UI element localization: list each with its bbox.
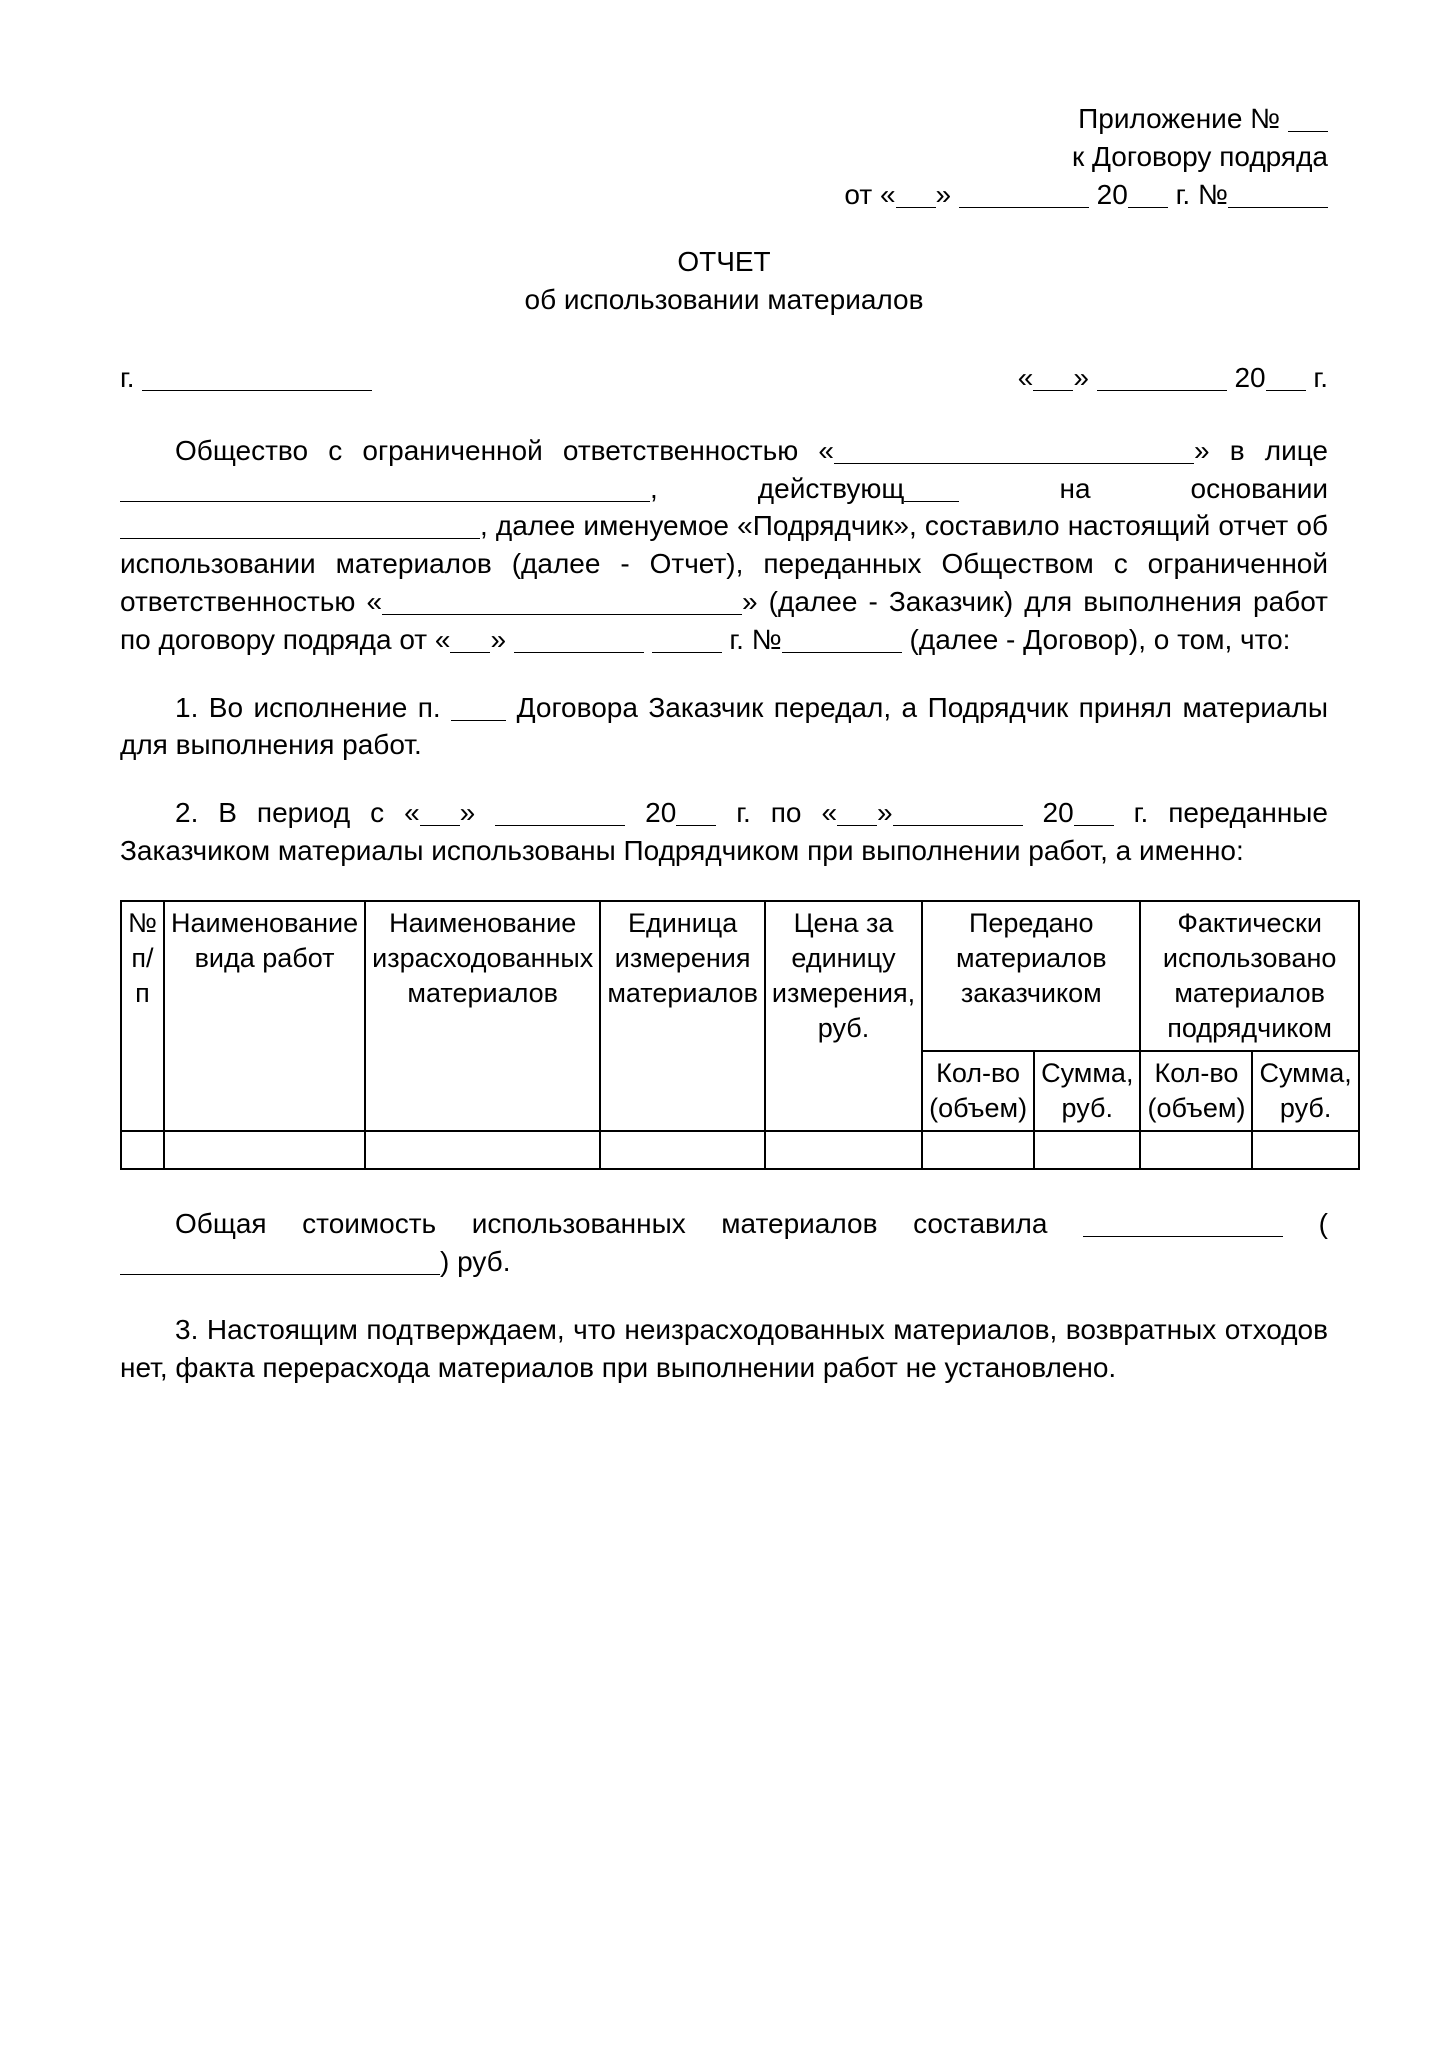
year-blank[interactable] <box>652 652 722 653</box>
total-words-blank[interactable] <box>120 1274 440 1275</box>
contractor-name-blank[interactable] <box>834 463 1194 464</box>
text: (далее - Договор), о том, что: <box>902 624 1291 655</box>
city-prefix: г. <box>120 362 142 393</box>
year-blank[interactable] <box>1266 390 1306 391</box>
contract-ref-line: к Договору подряда <box>120 138 1328 176</box>
text: « <box>1018 362 1034 393</box>
cell[interactable] <box>1034 1131 1140 1169</box>
appendix-header: Приложение № к Договору подряда от « » 20… <box>120 100 1328 213</box>
document-title: ОТЧЕТ об использовании материалов <box>120 243 1328 319</box>
table-header-row-1: № п/п Наименование вида работ Наименован… <box>121 901 1359 1051</box>
col-transferred-qty: Кол-во (объем) <box>922 1051 1034 1131</box>
cell[interactable] <box>365 1131 600 1169</box>
text: 20 <box>625 797 676 828</box>
text: г. <box>1306 362 1328 393</box>
appendix-number-blank[interactable] <box>1288 131 1328 132</box>
place-date-line: г. « » 20 г. <box>120 359 1328 397</box>
clause-3: 3. Настоящим подтверждаем, что неизрасхо… <box>120 1311 1328 1387</box>
text: 20 <box>1089 179 1128 210</box>
clause-1: 1. Во исполнение п. Договора Заказчик пе… <box>120 689 1328 765</box>
day-blank[interactable] <box>450 652 490 653</box>
to-month-blank[interactable] <box>893 825 1023 826</box>
text: » <box>1073 362 1096 393</box>
preamble-paragraph: Общество с ограниченной ответственностью… <box>120 432 1328 659</box>
representative-blank[interactable] <box>120 501 650 502</box>
cell[interactable] <box>121 1131 164 1169</box>
col-used: Фактически использовано материалов подря… <box>1140 901 1358 1051</box>
text: г. № <box>722 624 782 655</box>
year-blank[interactable] <box>1128 207 1168 208</box>
text: 1. Во исполнение п. <box>175 692 451 723</box>
col-unit: Единица измерения материалов <box>600 901 765 1132</box>
col-transferred: Передано материалов заказчиком <box>922 901 1140 1051</box>
title-main: ОТЧЕТ <box>120 243 1328 281</box>
text: от « <box>844 179 895 210</box>
clause-number-blank[interactable] <box>451 720 506 721</box>
text: ( <box>1283 1208 1328 1239</box>
text: , действующ <box>650 473 904 504</box>
text: » в лице <box>1194 435 1328 466</box>
col-number: № п/п <box>121 901 164 1132</box>
from-day-blank[interactable] <box>420 825 460 826</box>
number-blank[interactable] <box>782 652 902 653</box>
cell[interactable] <box>164 1131 365 1169</box>
customer-name-blank[interactable] <box>382 614 742 615</box>
from-year-blank[interactable] <box>676 825 716 826</box>
text: на основании <box>959 473 1328 504</box>
to-year-blank[interactable] <box>1074 825 1114 826</box>
col-used-sum: Сумма, руб. <box>1252 1051 1358 1131</box>
cell[interactable] <box>600 1131 765 1169</box>
col-price: Цена за единицу измерения, руб. <box>765 901 922 1132</box>
table-row <box>121 1131 1359 1169</box>
text: 20 <box>1023 797 1074 828</box>
text: » <box>936 179 959 210</box>
text: ) руб. <box>440 1246 511 1277</box>
text: Общество с ограниченной ответственностью… <box>175 435 834 466</box>
cell[interactable] <box>1140 1131 1252 1169</box>
from-month-blank[interactable] <box>495 825 625 826</box>
contract-date-line: от « » 20 г. № <box>120 176 1328 214</box>
month-blank[interactable] <box>1097 390 1227 391</box>
place-field: г. <box>120 359 372 397</box>
text: 20 <box>1227 362 1266 393</box>
text: г. по « <box>716 797 837 828</box>
title-sub: об использовании материалов <box>120 281 1328 319</box>
col-transferred-sum: Сумма, руб. <box>1034 1051 1140 1131</box>
col-work-name: Наименование вида работ <box>164 901 365 1132</box>
suffix-blank[interactable] <box>904 501 959 502</box>
text: 2. В период с « <box>175 797 420 828</box>
text: » <box>490 624 513 655</box>
month-blank[interactable] <box>514 652 644 653</box>
cell[interactable] <box>765 1131 922 1169</box>
text: » <box>877 797 893 828</box>
contract-number-blank[interactable] <box>1228 207 1328 208</box>
basis-blank[interactable] <box>120 538 480 539</box>
day-blank[interactable] <box>896 207 936 208</box>
city-blank[interactable] <box>142 390 372 391</box>
clause-2: 2. В период с «» 20 г. по «» 20 г. перед… <box>120 794 1328 870</box>
cell[interactable] <box>922 1131 1034 1169</box>
month-blank[interactable] <box>959 207 1089 208</box>
appendix-number-line: Приложение № <box>120 100 1328 138</box>
text: » <box>460 797 496 828</box>
to-day-blank[interactable] <box>837 825 877 826</box>
cell[interactable] <box>1252 1131 1358 1169</box>
text: г. № <box>1168 179 1228 210</box>
col-used-qty: Кол-во (объем) <box>1140 1051 1252 1131</box>
total-number-blank[interactable] <box>1083 1236 1283 1237</box>
appendix-prefix: Приложение № <box>1078 103 1288 134</box>
text <box>644 624 652 655</box>
materials-table: № п/п Наименование вида работ Наименован… <box>120 900 1360 1171</box>
day-blank[interactable] <box>1033 390 1073 391</box>
total-cost-line: Общая стоимость использованных материало… <box>120 1205 1328 1281</box>
text: Общая стоимость использованных материало… <box>175 1208 1083 1239</box>
col-material-name: Наименование израсходованных материалов <box>365 901 600 1132</box>
report-date-field: « » 20 г. <box>1018 359 1328 397</box>
text: 3. Настоящим подтверждаем, что неизрасхо… <box>120 1314 1328 1383</box>
